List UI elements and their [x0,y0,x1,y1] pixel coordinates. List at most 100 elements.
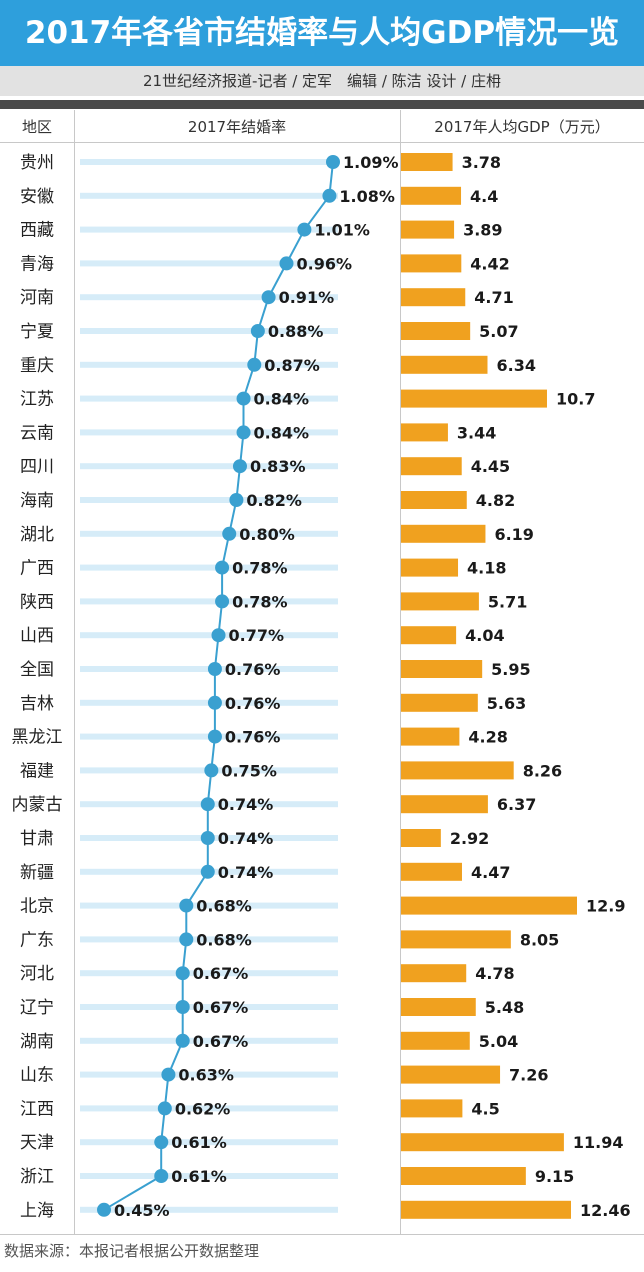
region-label: 西藏 [20,221,54,241]
rate-guide-bar [80,192,338,199]
gdp-value-label: 5.48 [485,998,524,1017]
gdp-value-label: 8.05 [520,930,559,949]
marriage-rate-point [161,1067,176,1082]
gdp-value-label: 3.44 [457,423,496,442]
gdp-bar [401,1065,501,1084]
marriage-rate-point [211,628,226,643]
marriage-rate-point [207,695,222,710]
gdp-value-label: 4.5 [471,1099,499,1118]
rate-guide-bar [80,1139,338,1146]
gdp-bar [401,1099,463,1118]
rate-guide-bar [80,598,338,605]
rate-guide-bar [80,902,338,909]
marriage-rate-point [200,864,215,879]
marriage-rate-label: 1.01% [314,221,370,240]
region-label: 新疆 [20,863,54,883]
gdp-bar [401,862,462,881]
marriage-rate-label: 0.84% [254,423,310,442]
marriage-rate-label: 0.68% [196,897,252,916]
rate-guide-bar [80,530,338,537]
marriage-rate-label: 0.76% [225,694,281,713]
gdp-bar [401,220,455,239]
marriage-rate-label: 0.62% [175,1099,231,1118]
gdp-bar [401,558,459,577]
gdp-value-label: 11.94 [573,1133,624,1152]
marriage-rate-label: 0.68% [196,930,252,949]
marriage-rate-point [222,526,237,541]
region-label: 吉林 [20,694,54,714]
rate-guide-bar [80,395,338,402]
gdp-value-label: 2.92 [450,829,489,848]
gdp-value-label: 4.4 [470,187,498,206]
gdp-bar [401,322,471,340]
gdp-bar [401,693,478,712]
gdp-bar [401,1167,526,1185]
rate-guide-bar [80,1004,338,1010]
gdp-value-label: 5.63 [487,694,526,713]
marriage-rate-label: 0.74% [218,795,274,814]
marriage-rate-label: 0.45% [114,1201,170,1220]
gdp-value-label: 5.71 [488,592,527,611]
gdp-value-label: 12.46 [580,1201,631,1220]
gdp-bar [401,153,453,171]
gdp-value-label: 3.89 [463,221,502,240]
rate-guide-bar [80,1105,338,1112]
marriage-rate-label: 1.09% [343,153,399,172]
marriage-rate-point [229,493,244,507]
region-label: 山东 [20,1066,54,1086]
rate-guide-bar [80,361,338,368]
gdp-value-label: 4.78 [475,964,514,983]
marriage-rate-label: 0.78% [232,559,288,578]
marriage-rate-label: 0.88% [268,322,324,341]
marriage-rate-label: 0.77% [229,626,285,645]
marriage-rate-point [179,898,194,913]
marriage-rate-label: 0.80% [239,525,295,544]
marriage-rate-point [236,425,251,440]
gdp-bar [401,660,483,678]
region-label: 四川 [20,457,54,477]
marriage-rate-point [97,1202,111,1217]
region-label: 湖北 [20,525,54,545]
marriage-rate-label: 0.61% [171,1167,227,1186]
gdp-value-label: 5.04 [479,1032,518,1051]
gdp-value-label: 8.26 [523,761,562,780]
marriage-rate-label: 0.76% [225,728,281,747]
column-divider-left [74,110,75,1235]
gdp-value-label: 4.28 [468,728,507,747]
rate-guide-bar [80,294,338,301]
gdp-value-label: 5.07 [479,322,518,341]
gdp-bar [401,896,577,915]
marriage-rate-label: 0.91% [279,288,335,307]
gdp-value-label: 7.26 [509,1066,548,1085]
gdp-bar [401,1031,470,1050]
region-label: 江苏 [20,390,54,410]
marriage-rate-label: 0.82% [246,491,302,510]
source-note: 数据来源：本报记者根据公开数据整理 [4,1242,260,1260]
region-label: 北京 [20,897,54,917]
gdp-bar [401,254,462,273]
marriage-rate-label: 0.74% [218,863,274,882]
marriage-rate-point [200,831,215,845]
region-label: 海南 [20,491,54,511]
marriage-rate-label: 1.08% [339,187,395,206]
marriage-rate-point [179,932,194,947]
credit-line: 21世纪经济报道-记者 / 定军 编辑 / 陈洁 设计 / 庄枏 [0,66,644,96]
gdp-value-label: 4.18 [467,559,506,578]
gdp-bar [401,1200,571,1219]
region-label: 宁夏 [20,322,54,342]
region-label: 贵州 [20,153,54,173]
region-label: 辽宁 [20,998,54,1018]
rate-guide-bar [80,463,338,470]
region-label: 黑龙江 [12,728,63,748]
marriage-rate-point [261,290,276,305]
column-header-gdp: 2017年人均GDP（万元） [434,118,610,136]
rate-guide-bar [80,632,338,639]
marriage-rate-point [154,1135,169,1150]
region-label: 山西 [20,626,54,646]
rate-guide-bar [80,328,338,334]
marriage-rate-label: 0.84% [254,390,310,409]
column-divider-right [400,110,401,1235]
marriage-rate-label: 0.67% [193,964,249,983]
region-label: 安徽 [20,187,54,207]
